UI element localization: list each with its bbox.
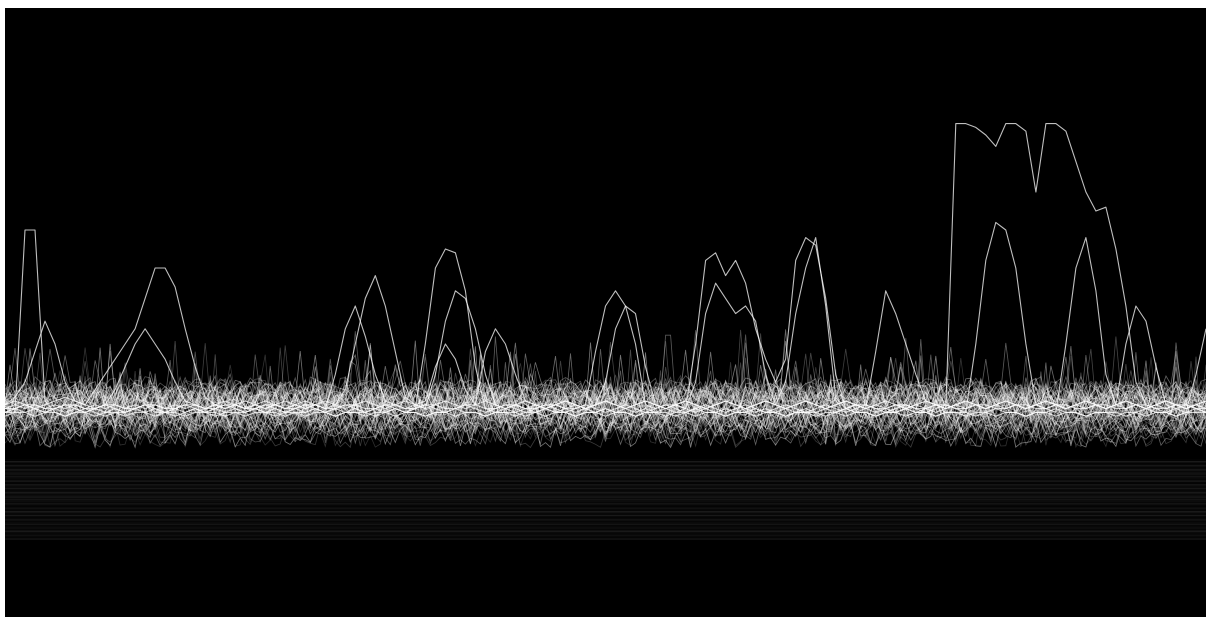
noise-line [5, 370, 1206, 435]
noise-line [5, 355, 1206, 435]
noise-line [5, 359, 1206, 430]
noise-line [5, 355, 1206, 427]
noise-line [5, 341, 1206, 407]
noise-line [5, 347, 1206, 410]
noise-line [5, 382, 1206, 449]
noise-line [5, 354, 1206, 431]
noise-line [5, 331, 1206, 405]
series-lines [5, 123, 1206, 417]
noise-line [5, 375, 1206, 429]
line-chart [5, 8, 1206, 617]
noise-line [5, 383, 1206, 421]
noise-line [5, 340, 1206, 418]
baseline-band [5, 459, 1206, 540]
noise-line [5, 343, 1206, 416]
plot-area [5, 8, 1206, 617]
noise-line [5, 336, 1206, 417]
noise-line [5, 340, 1206, 414]
noise-line [5, 363, 1206, 436]
noise-line [5, 343, 1206, 416]
noise-line [5, 354, 1206, 420]
noise-line [5, 349, 1206, 426]
noise-line [5, 360, 1206, 435]
noise-line [5, 345, 1206, 408]
noise-line [5, 362, 1206, 436]
noise-line [5, 370, 1206, 441]
noise-line [5, 361, 1206, 423]
noise-line [5, 340, 1206, 409]
noise-line [5, 370, 1206, 440]
noise-line [5, 372, 1206, 445]
noise-line [5, 329, 1206, 409]
series-line-7 [5, 237, 1206, 410]
noise-line [5, 354, 1206, 426]
series-line-8 [5, 328, 1206, 417]
noise-line [5, 374, 1206, 449]
noise-line [5, 329, 1206, 409]
noise-line [5, 333, 1206, 414]
noise-line [5, 356, 1206, 416]
noise-line [5, 342, 1206, 418]
noise-line [5, 347, 1206, 431]
noise-line [5, 336, 1206, 408]
noise-line [5, 367, 1206, 437]
noise-line [5, 362, 1206, 438]
plot-background [5, 8, 1206, 617]
noise-line [5, 418, 1206, 448]
noise-line [5, 348, 1206, 421]
noise-line [5, 351, 1206, 421]
noise-line [5, 387, 1206, 449]
